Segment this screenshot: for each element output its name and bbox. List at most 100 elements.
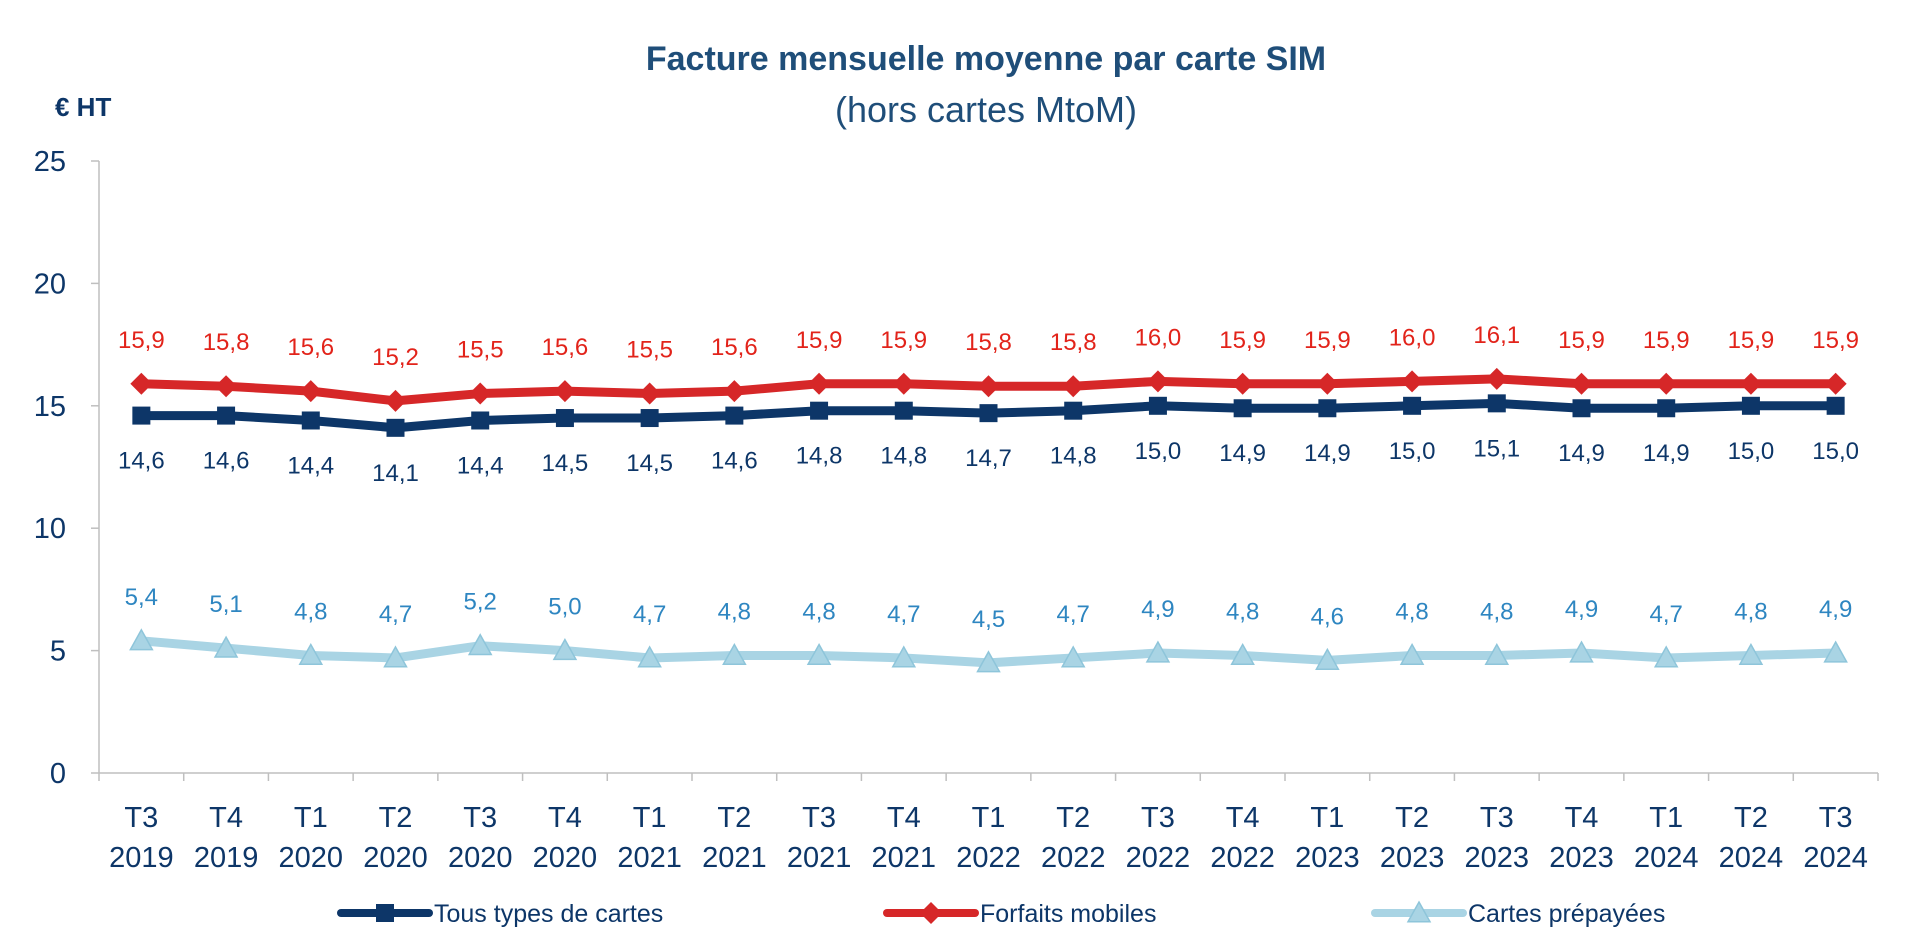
data-label: 15,9 — [880, 327, 927, 354]
data-point-marker — [806, 642, 832, 666]
data-point-marker — [298, 642, 324, 666]
series-cartes-pr-pay-es: 5,4 5,1 4,8 4,7 5,2 5,0 4,7 4,8 4,8 4,7 4,5 4,7 4,9 4… — [125, 584, 1852, 673]
data-label: 14,5 — [542, 450, 589, 477]
x-tick-label-year: 2023 — [1465, 842, 1530, 874]
data-point-marker — [977, 375, 1000, 398]
data-label: 14,8 — [1050, 443, 1097, 470]
data-point-marker — [132, 406, 151, 425]
x-tick-label-year: 2024 — [1719, 842, 1784, 874]
series-forfaits-mobiles: 15,9 15,8 15,6 15,2 15,5 15,6 15,5 15,6 15,9 15,9… — [118, 322, 1859, 412]
data-label: 14,6 — [118, 448, 165, 475]
x-tick-label-year: 2021 — [787, 842, 852, 874]
x-tick-label-year: 2023 — [1295, 842, 1360, 874]
data-label: 14,8 — [880, 443, 927, 470]
data-point-marker — [467, 633, 493, 656]
data-label: 4,7 — [633, 601, 666, 628]
chart-subtitle: (hors cartes MtoM) — [835, 89, 1137, 130]
x-tick-label-year: 2024 — [1634, 842, 1699, 874]
data-label: 5,2 — [464, 589, 497, 616]
data-point-marker — [810, 401, 829, 420]
y-tick-label: 5 — [50, 636, 66, 668]
x-tick-label-year: 2020 — [448, 842, 513, 874]
data-point-marker — [1399, 642, 1425, 666]
data-label: 14,8 — [796, 443, 843, 470]
data-label: 14,6 — [711, 448, 758, 475]
legend-marker-swatch — [920, 902, 942, 924]
data-point-marker — [1738, 642, 1764, 666]
data-point-marker — [552, 638, 578, 661]
data-label: 15,9 — [1728, 327, 1775, 354]
data-label: 15,5 — [626, 337, 673, 364]
x-tick-label-quarter: T3 — [463, 802, 497, 834]
data-label: 4,8 — [1734, 598, 1767, 625]
data-label: 15,0 — [1728, 438, 1775, 465]
data-point-marker — [976, 650, 1001, 673]
data-label: 4,8 — [1395, 598, 1428, 625]
data-point-marker — [723, 380, 746, 403]
series-tous-types-de-cartes: 14,6 14,6 14,4 14,1 14,4 14,5 14,5 14,6 14,8 14,8… — [118, 394, 1859, 487]
x-tick-label-quarter: T3 — [1819, 802, 1853, 834]
x-tick-label-year: 2019 — [194, 842, 259, 874]
x-tick-label-year: 2023 — [1549, 842, 1614, 874]
y-tick-label: 0 — [50, 758, 66, 790]
data-point-marker — [1823, 640, 1848, 663]
x-tick-label-quarter: T1 — [1310, 802, 1344, 834]
legend-label: Cartes prépayées — [1468, 900, 1665, 928]
data-point-marker — [1233, 399, 1252, 418]
data-point-marker — [217, 406, 236, 425]
x-tick-label-quarter: T1 — [294, 802, 328, 834]
y-tick-label: 20 — [34, 268, 66, 300]
data-label: 15,5 — [457, 337, 504, 364]
x-tick-label-year: 2024 — [1803, 842, 1868, 874]
data-point-marker — [215, 375, 238, 398]
y-tick-label: 10 — [34, 513, 66, 545]
data-point-marker — [894, 401, 913, 420]
data-label: 15,0 — [1135, 438, 1182, 465]
data-label: 4,7 — [887, 601, 920, 628]
data-label: 15,8 — [965, 329, 1012, 356]
data-label: 4,7 — [1650, 601, 1683, 628]
data-point-marker — [979, 404, 998, 423]
data-point-marker — [1146, 370, 1169, 393]
x-tick-label-quarter: T4 — [1226, 802, 1260, 834]
x-tick-label-quarter: T1 — [1649, 802, 1683, 834]
data-point-marker — [1487, 394, 1506, 413]
data-label: 4,8 — [1480, 598, 1513, 625]
data-point-marker — [637, 645, 662, 668]
data-point-marker — [1653, 645, 1679, 668]
data-label: 15,6 — [287, 334, 334, 361]
data-point-marker — [130, 372, 153, 395]
data-label: 15,2 — [372, 344, 419, 371]
x-tick-label-quarter: T3 — [124, 802, 158, 834]
data-label: 4,6 — [1311, 603, 1344, 630]
data-point-marker — [129, 628, 154, 651]
data-point-marker — [1231, 372, 1254, 395]
data-point-marker — [640, 409, 659, 428]
data-label: 15,9 — [1812, 327, 1859, 354]
x-tick-label-year: 2022 — [1210, 842, 1275, 874]
x-tick-label-year: 2021 — [872, 842, 937, 874]
data-point-marker — [725, 406, 744, 425]
data-label: 15,9 — [796, 327, 843, 354]
data-point-marker — [301, 411, 320, 430]
data-label: 4,8 — [802, 598, 835, 625]
data-label: 14,9 — [1558, 440, 1605, 467]
y-tick-label: 15 — [34, 391, 66, 423]
legend-item: Tous types de cartes — [337, 900, 663, 928]
x-tick-label-year: 2021 — [617, 842, 682, 874]
data-point-marker — [553, 380, 576, 403]
data-point-marker — [1826, 396, 1845, 415]
x-tick-label-quarter: T4 — [887, 802, 921, 834]
x-tick-label-year: 2019 — [109, 842, 174, 874]
x-tick-label-year: 2023 — [1380, 842, 1445, 874]
data-label: 15,9 — [118, 327, 165, 354]
legend-label: Tous types de cartes — [434, 900, 663, 928]
x-tick-label-quarter: T2 — [1056, 802, 1090, 834]
data-point-marker — [471, 411, 490, 430]
data-point-marker — [1401, 370, 1424, 393]
x-tick-label-quarter: T3 — [1480, 802, 1514, 834]
data-point-marker — [1316, 372, 1339, 395]
data-label: 4,7 — [379, 601, 412, 628]
data-label: 15,9 — [1219, 327, 1266, 354]
legend-marker-swatch — [376, 904, 394, 922]
